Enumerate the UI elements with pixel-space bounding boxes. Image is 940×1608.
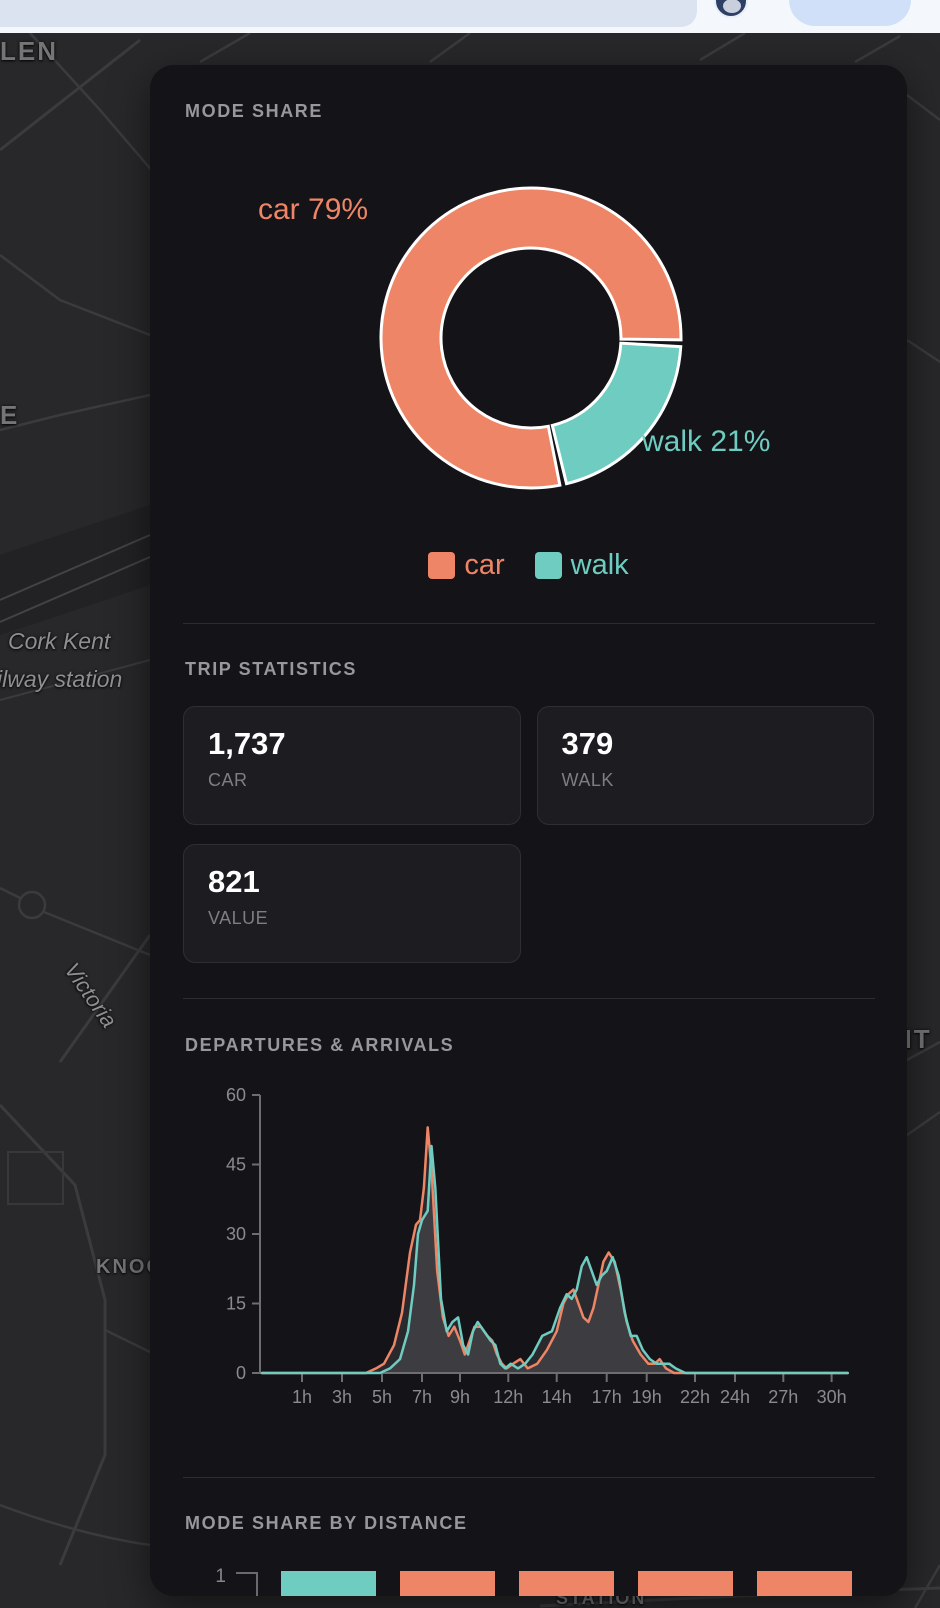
trip-statistics-cards: 1,737 CAR 379 WALK 821 VALUE [183,706,874,963]
x-tick-label: 27h [768,1387,798,1407]
map-label-cork-kent-station-line1: Cork Kent [8,628,111,654]
distance-bar-car[interactable] [400,1571,495,1596]
distance-bar-car[interactable] [519,1571,614,1596]
railway-yard-area [0,505,150,635]
distance-chart-axis-tick [236,1572,258,1574]
donut-slice-walk[interactable] [550,341,683,486]
x-tick-label: 12h [493,1387,523,1407]
y-tick-label: 30 [226,1224,246,1244]
toolbar-pill-button[interactable] [789,0,911,26]
stat-label: VALUE [208,908,269,928]
x-tick-label: 3h [332,1387,352,1407]
map-background[interactable] [0,31,940,1608]
stat-card-value: 821 VALUE [183,844,521,963]
stat-value: 821 [208,864,260,899]
x-tick-label: 14h [542,1387,572,1407]
donut-slice-car[interactable] [379,186,683,490]
stat-card-car: 1,737 CAR [183,706,521,825]
line-series-walk[interactable] [260,1144,849,1375]
mode-share-title: MODE SHARE [185,101,324,121]
distance-chart-axis-line [256,1572,258,1596]
user-avatar[interactable] [714,0,748,18]
area-walk [262,1146,848,1373]
browser-top-bar [0,0,940,33]
y-tick-label: 45 [226,1155,246,1175]
y-tick-label: 15 [226,1294,246,1314]
distance-chart-y-tick: 1 [215,1566,226,1587]
donut-legend: car walk [150,549,907,582]
line-series-car[interactable] [260,1126,849,1375]
x-tick-label: 22h [680,1387,710,1407]
map-label-glen: LEN [0,36,58,66]
departures-arrivals-chart[interactable]: 0 15 30 45 60 1h 3h 5h 7h 9h 12h 14h 17h 19h 22h 24h 27h… [150,1065,907,1410]
distance-bar-car[interactable] [757,1571,852,1596]
divider [183,998,875,999]
divider [183,623,875,624]
legend-label-car: car [464,549,505,581]
x-tick-label: 17h [592,1387,622,1407]
stat-label: CAR [208,770,248,790]
distance-bar-car[interactable] [638,1571,733,1596]
departures-arrivals-title: DEPARTURES & ARRIVALS [185,1035,455,1055]
donut-callout-car: car 79% [258,193,369,226]
browser-tab-area [0,0,697,27]
legend-label-walk: walk [570,549,629,581]
mode-share-donut-chart[interactable] [376,183,686,493]
x-tick-label: 1h [292,1387,312,1407]
map-label-knoc: KNOC [96,1256,163,1278]
area-car [262,1127,848,1373]
x-tick-label: 5h [372,1387,392,1407]
y-tick-label: 60 [226,1085,246,1105]
stat-value: 1,737 [208,726,286,761]
legend-item-walk[interactable]: walk [534,549,629,582]
mode-share-by-distance-chart[interactable] [150,1571,907,1596]
legend-item-car[interactable]: car [428,549,505,582]
x-tick-label: 19h [632,1387,662,1407]
divider [183,1477,875,1478]
stat-label: WALK [561,770,614,790]
x-tick-label: 9h [450,1387,470,1407]
y-tick-label: 0 [236,1363,246,1383]
x-tick-label: 7h [412,1387,432,1407]
map-label-cork-kent-station-line2: ilway station [0,666,123,692]
analytics-panel: MODE SHARE car 79% walk 21% car walk TRIP… [150,65,907,1596]
legend-swatch-car [428,552,456,579]
stat-value: 379 [561,726,614,761]
map-label-e: E [0,400,20,430]
stat-card-walk: 379 WALK [536,706,874,825]
donut-callout-walk: walk 21% [642,425,771,458]
legend-swatch-walk [534,552,562,579]
mode-share-by-distance-title: MODE SHARE BY DISTANCE [185,1513,468,1533]
x-tick-label: 30h [817,1387,847,1407]
trip-statistics-title: TRIP STATISTICS [185,659,358,679]
distance-bar-walk[interactable] [281,1571,376,1596]
x-tick-label: 24h [720,1387,750,1407]
